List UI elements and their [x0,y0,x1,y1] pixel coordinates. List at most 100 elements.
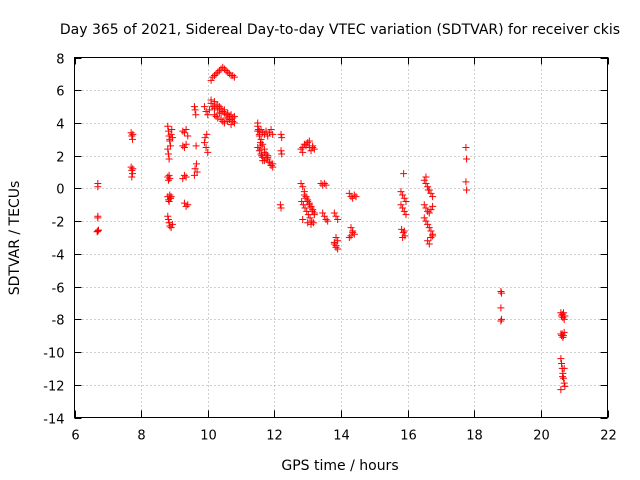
data-point [399,204,407,212]
data-point [463,155,471,163]
data-point [497,288,505,295]
data-point [560,379,568,387]
data-point [190,103,198,111]
data-point [427,227,435,235]
data-point [167,193,175,201]
x-tick-label: 10 [200,429,217,444]
data-point [305,137,313,145]
data-point [264,132,272,140]
data-point [224,68,232,76]
data-point [320,212,328,220]
data-point [560,315,568,323]
data-point [192,160,200,168]
data-point [167,130,175,138]
data-point [217,116,225,124]
data-point [299,201,307,209]
y-tick-label: -8 [52,314,65,329]
data-point [561,382,569,390]
y-tick-label: 0 [56,183,64,198]
data-point [276,201,284,209]
data-point [278,150,286,158]
data-point [94,226,102,234]
data-point [310,145,318,153]
data-point [166,191,174,199]
data-point [429,202,437,210]
data-point [192,111,200,119]
chart-title: Day 365 of 2021, Sidereal Day-to-day VTE… [60,22,620,38]
data-point [220,106,228,114]
data-point [225,70,233,78]
data-point [165,171,173,179]
data-point [347,224,355,232]
data-point [560,309,568,317]
data-point [202,144,210,151]
data-point [560,374,568,382]
data-point [214,114,222,122]
data-point [420,176,428,184]
y-tick-label: -6 [52,282,65,297]
data-point [332,234,340,241]
data-point [214,101,222,109]
data-point [334,216,342,223]
data-point [210,111,218,119]
data-point [210,104,218,112]
data-point [497,304,505,312]
data-point [497,317,505,325]
data-point [424,237,432,245]
data-point [128,132,136,140]
data-point [462,178,470,186]
data-point [307,220,315,228]
data-point [204,148,212,156]
data-point [166,175,174,183]
data-point [164,212,172,220]
data-point [191,165,199,173]
data-point [299,148,307,156]
data-point [399,191,407,199]
data-point [349,194,357,202]
data-point [260,148,268,156]
data-point [304,219,312,227]
data-point [164,176,172,184]
data-point [184,132,192,140]
data-point [324,217,332,225]
data-point [259,153,267,161]
data-point [402,211,410,219]
data-point [222,114,230,122]
data-point [127,129,135,137]
data-point [422,173,430,181]
data-point [94,227,102,235]
data-point [269,130,277,138]
data-point [322,181,330,189]
data-point [319,209,327,217]
y-axis-label: SDTVAR / TECUs [7,181,23,296]
data-point [209,73,217,81]
data-point [558,360,566,367]
data-point [302,194,310,202]
data-point [399,229,407,237]
data-point [203,130,211,138]
x-tick-label: 22 [600,429,617,444]
data-point [425,209,433,217]
data-point [561,312,569,320]
data-point [300,191,308,199]
data-point [180,129,188,137]
data-point [262,155,270,163]
y-tick-label: -4 [52,249,65,264]
data-point [560,328,568,336]
data-point [420,201,428,209]
data-point [277,130,285,138]
data-point [557,386,565,394]
data-point [254,144,262,151]
data-point [400,194,408,202]
data-point [129,165,137,173]
data-point [184,201,192,209]
data-point [262,127,270,135]
data-point [128,166,136,174]
data-point [209,103,217,111]
data-point [202,108,210,115]
data-point [179,127,187,135]
data-point [201,134,209,142]
data-point [224,111,232,119]
data-point [164,122,172,130]
data-point [349,229,357,237]
